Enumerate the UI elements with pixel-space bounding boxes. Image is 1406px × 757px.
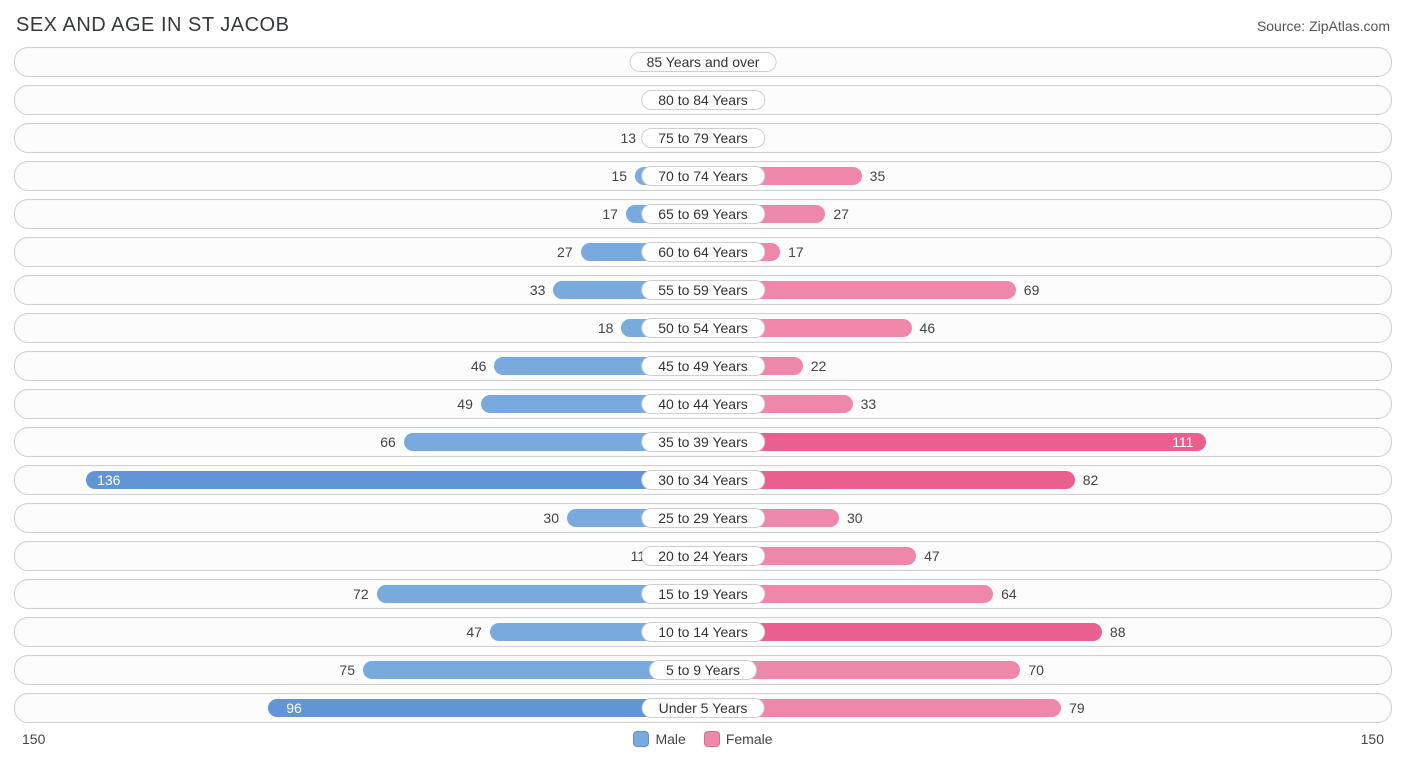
female-swatch-icon <box>704 731 720 747</box>
pyramid-row: 40 to 44 Years 49 33 <box>14 389 1392 419</box>
male-value: 33 <box>530 282 546 298</box>
female-value: 30 <box>847 510 863 526</box>
male-value: 46 <box>471 358 487 374</box>
age-group-label: 65 to 69 Years <box>641 204 765 224</box>
male-value: 66 <box>380 434 396 450</box>
pyramid-row: 75 to 79 Years139 <box>14 123 1392 153</box>
male-swatch-icon <box>633 731 649 747</box>
chart-title: SEX AND AGE IN ST JACOB <box>16 14 289 37</box>
female-value: 27 <box>833 206 849 222</box>
age-group-label: 15 to 19 Years <box>641 584 765 604</box>
chart-footer: 150 Male Female 150 <box>14 731 1392 747</box>
pyramid-row: 10 to 14 Years 47 88 <box>14 617 1392 647</box>
female-value: 46 <box>920 320 936 336</box>
male-value: 17 <box>602 206 618 222</box>
female-value: 17 <box>788 244 804 260</box>
female-value: 88 <box>1110 624 1126 640</box>
male-bar <box>86 471 703 489</box>
male-value: 72 <box>353 586 369 602</box>
pyramid-row: 15 to 19 Years 72 64 <box>14 579 1392 609</box>
male-value: 15 <box>611 168 627 184</box>
age-group-label: 75 to 79 Years <box>641 128 765 148</box>
male-value: 47 <box>466 624 482 640</box>
age-group-label: 20 to 24 Years <box>641 546 765 566</box>
pyramid-row: Under 5 Years 96 79 <box>14 693 1392 723</box>
age-group-label: 10 to 14 Years <box>641 622 765 642</box>
male-value: 30 <box>543 510 559 526</box>
age-group-label: Under 5 Years <box>642 698 765 718</box>
female-value: 82 <box>1083 472 1099 488</box>
female-value: 22 <box>811 358 827 374</box>
age-group-label: 50 to 54 Years <box>641 318 765 338</box>
pyramid-row: 20 to 24 Years1147 <box>14 541 1392 571</box>
pyramid-row: 35 to 39 Years 66 111 <box>14 427 1392 457</box>
female-value: 69 <box>1024 282 1040 298</box>
chart-source: Source: ZipAtlas.com <box>1257 18 1390 34</box>
female-value: 111 <box>1172 434 1193 450</box>
legend-item-female: Female <box>704 731 773 747</box>
female-value: 35 <box>870 168 886 184</box>
population-pyramid-chart: 85 Years and over6280 to 84 Years1875 to… <box>14 47 1392 723</box>
axis-max-right: 150 <box>1361 731 1392 747</box>
male-value: 27 <box>557 244 573 260</box>
pyramid-row: 5 to 9 Years 75 70 <box>14 655 1392 685</box>
legend-label-male: Male <box>655 731 685 747</box>
age-group-label: 70 to 74 Years <box>641 166 765 186</box>
axis-max-left: 150 <box>14 731 45 747</box>
pyramid-row: 80 to 84 Years18 <box>14 85 1392 115</box>
age-group-label: 55 to 59 Years <box>641 280 765 300</box>
female-bar <box>703 433 1206 451</box>
male-value: 49 <box>457 396 473 412</box>
age-group-label: 30 to 34 Years <box>641 470 765 490</box>
pyramid-row: 85 Years and over62 <box>14 47 1392 77</box>
pyramid-row: 60 to 64 Years 27 17 <box>14 237 1392 267</box>
male-value: 136 <box>97 472 120 488</box>
male-value: 13 <box>621 130 637 146</box>
male-value: 75 <box>339 662 355 678</box>
pyramid-row: 45 to 49 Years 46 22 <box>14 351 1392 381</box>
age-group-label: 25 to 29 Years <box>641 508 765 528</box>
age-group-label: 60 to 64 Years <box>641 242 765 262</box>
age-group-label: 40 to 44 Years <box>641 394 765 414</box>
age-group-label: 5 to 9 Years <box>649 660 757 680</box>
age-group-label: 45 to 49 Years <box>641 356 765 376</box>
pyramid-row: 50 to 54 Years 18 46 <box>14 313 1392 343</box>
legend-item-male: Male <box>633 731 685 747</box>
chart-header: SEX AND AGE IN ST JACOB Source: ZipAtlas… <box>14 10 1392 47</box>
female-value: 33 <box>861 396 877 412</box>
male-value: 96 <box>286 700 302 716</box>
pyramid-row: 30 to 34 Years 136 82 <box>14 465 1392 495</box>
pyramid-row: 65 to 69 Years 17 27 <box>14 199 1392 229</box>
male-bar <box>268 699 703 717</box>
female-value: 64 <box>1001 586 1017 602</box>
pyramid-row: 70 to 74 Years 15 35 <box>14 161 1392 191</box>
female-value: 79 <box>1069 700 1085 716</box>
age-group-label: 80 to 84 Years <box>641 90 765 110</box>
female-value: 70 <box>1028 662 1044 678</box>
pyramid-row: 25 to 29 Years 30 30 <box>14 503 1392 533</box>
legend: Male Female <box>45 731 1360 747</box>
age-group-label: 35 to 39 Years <box>641 432 765 452</box>
female-value: 47 <box>924 548 940 564</box>
male-value: 18 <box>598 320 614 336</box>
pyramid-row: 55 to 59 Years 33 69 <box>14 275 1392 305</box>
legend-label-female: Female <box>726 731 773 747</box>
age-group-label: 85 Years and over <box>630 52 777 72</box>
